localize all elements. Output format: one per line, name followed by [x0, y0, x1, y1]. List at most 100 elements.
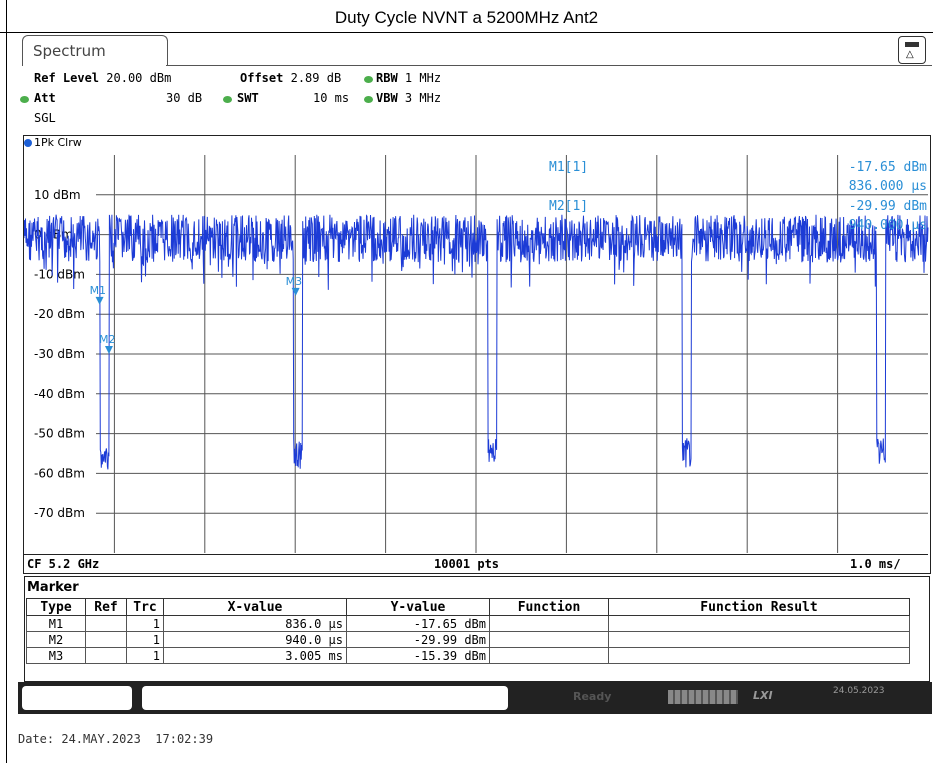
offset-label: Offset: [240, 71, 284, 85]
marker-x-value: 940.0 µs: [163, 631, 347, 648]
y-tick-label: 10 dBm: [34, 188, 81, 202]
page-left-rule: [6, 0, 7, 763]
vbw-setting: VBW 3 MHz: [376, 91, 441, 105]
status-date: 24.05.2023: [833, 686, 885, 696]
sweep-info-bar: CF 5.2 GHz 10001 pts 1.0 ms/: [24, 554, 928, 573]
col-header-y-value: Y-value: [346, 598, 490, 616]
offset-setting: Offset 2.89 dB: [240, 71, 341, 85]
readout-m1-label: M1[1]: [549, 160, 588, 175]
marker-function-result: [608, 615, 910, 632]
marker-trace: 1: [126, 647, 164, 664]
tab-spectrum-label: Spectrum: [33, 42, 106, 60]
marker-function-result: [608, 647, 910, 664]
tab-spectrum[interactable]: Spectrum: [22, 35, 168, 66]
rbw-coupled-dot: [364, 76, 373, 83]
col-header-function: Function: [489, 598, 609, 616]
ref-level-value: 20.00 dBm: [106, 71, 172, 85]
marker-triangle-m2: [104, 345, 113, 354]
rbw-label: RBW: [376, 71, 398, 85]
swt-coupled-dot: [223, 96, 232, 103]
marker-label-m2: M2: [99, 333, 116, 346]
marker-y-value: -17.65 dBm: [346, 615, 490, 632]
rbw-value: 1 MHz: [404, 71, 442, 85]
display-icon: [905, 42, 919, 47]
marker-ref: [85, 647, 127, 664]
marker-row-m3[interactable]: M3 1 3.005 ms -15.39 dBm: [26, 647, 910, 664]
settings-row-1: Ref Level 20.00 dBm: [34, 71, 171, 85]
marker-triangle-m1: [95, 296, 104, 305]
marker-x-value: 836.0 µs: [163, 615, 347, 632]
marker-type: M2: [26, 631, 86, 648]
sweep-points: 10001 pts: [434, 557, 500, 571]
readout-m2-label: M2[1]: [549, 199, 588, 214]
status-field-1[interactable]: [22, 686, 132, 710]
trace-line: [24, 214, 929, 470]
offset-value: 2.89 dB: [290, 71, 342, 85]
trace-indicator-icon: [24, 139, 32, 147]
vbw-coupled-dot: [364, 96, 373, 103]
sweep-progress-bar: [668, 690, 738, 704]
att-coupled-dot: [20, 96, 29, 103]
swt-label: SWT: [237, 91, 259, 105]
col-header-trc: Trc: [126, 598, 164, 616]
marker-function: [489, 647, 609, 664]
trace-label: 1Pk Clrw: [24, 136, 82, 149]
status-field-2[interactable]: [142, 686, 508, 710]
marker-label-m3: M3: [286, 275, 303, 288]
marker-ref: [85, 615, 127, 632]
y-tick-label: -20 dBm: [34, 307, 85, 321]
capture-date: Date: 24.MAY.2023 17:02:39: [18, 732, 214, 746]
marker-ref: [85, 631, 127, 648]
marker-function-result: [608, 631, 910, 648]
marker-y-value: -29.99 dBm: [346, 631, 490, 648]
marker-type: M3: [26, 647, 86, 664]
status-bar: Ready LXI 24.05.2023: [18, 682, 932, 714]
marker-row-m2[interactable]: M2 1 940.0 µs -29.99 dBm: [26, 631, 910, 648]
readout-m1-x: 836.000 µs: [849, 179, 927, 194]
marker-row-m1[interactable]: M1 1 836.0 µs -17.65 dBm: [26, 615, 910, 632]
vbw-value: 3 MHz: [404, 91, 442, 105]
y-tick-label: -10 dBm: [34, 267, 85, 281]
page-header-frame: [0, 0, 933, 33]
att-label: Att: [34, 91, 56, 105]
marker-function: [489, 615, 609, 632]
col-header-function-result: Function Result: [608, 598, 910, 616]
sgl-indicator: SGL: [34, 111, 56, 125]
trace-diagram[interactable]: 10 dBm 0 dBm -10 dBm -20 dBm -30 dBm -40 dBm -…: [23, 135, 931, 574]
page-title: Duty Cycle NVNT a 5200MHz Ant2: [334, 8, 599, 27]
trace-label-text: 1Pk Clrw: [34, 136, 82, 149]
marker-type: M1: [26, 615, 86, 632]
marker-table: Type Ref Trc X-value Y-value Function Fu…: [26, 598, 910, 664]
att-setting: Att: [34, 91, 56, 105]
tab-baseline: [166, 65, 932, 66]
sidebar-toggle-button[interactable]: △: [898, 36, 926, 64]
y-tick-label: -70 dBm: [34, 506, 85, 520]
ready-status: Ready: [573, 690, 612, 703]
swt-value: 10 ms: [313, 91, 350, 105]
marker-table-panel: Marker Type Ref Trc X-value Y-value Func…: [24, 576, 930, 682]
marker-label-m1: M1: [90, 284, 107, 297]
marker-y-value: -15.39 dBm: [346, 647, 490, 664]
col-header-x-value: X-value: [163, 598, 347, 616]
swt-setting: SWT: [237, 91, 259, 105]
marker-trace: 1: [126, 615, 164, 632]
col-header-ref: Ref: [85, 598, 127, 616]
marker-function: [489, 631, 609, 648]
marker-triangle-m3: [291, 287, 300, 296]
time-per-division: 1.0 ms/: [850, 557, 901, 571]
readout-m2-x: 940.000 µs: [849, 218, 927, 233]
y-tick-label: -50 dBm: [34, 427, 85, 441]
readout-m1-value: -17.65 dBm: [849, 160, 927, 175]
readout-m2-value: -29.99 dBm: [849, 199, 927, 214]
y-tick-label: -40 dBm: [34, 387, 85, 401]
att-value: 30 dB: [166, 91, 203, 105]
ref-level-label: Ref Level: [34, 71, 100, 85]
y-tick-label: -60 dBm: [34, 466, 85, 480]
vbw-label: VBW: [376, 91, 398, 105]
y-tick-label: -30 dBm: [34, 347, 85, 361]
center-frequency: CF 5.2 GHz: [27, 557, 100, 571]
lxi-logo: LXI: [753, 689, 773, 702]
col-header-type: Type: [26, 598, 86, 616]
marker-trace: 1: [126, 631, 164, 648]
